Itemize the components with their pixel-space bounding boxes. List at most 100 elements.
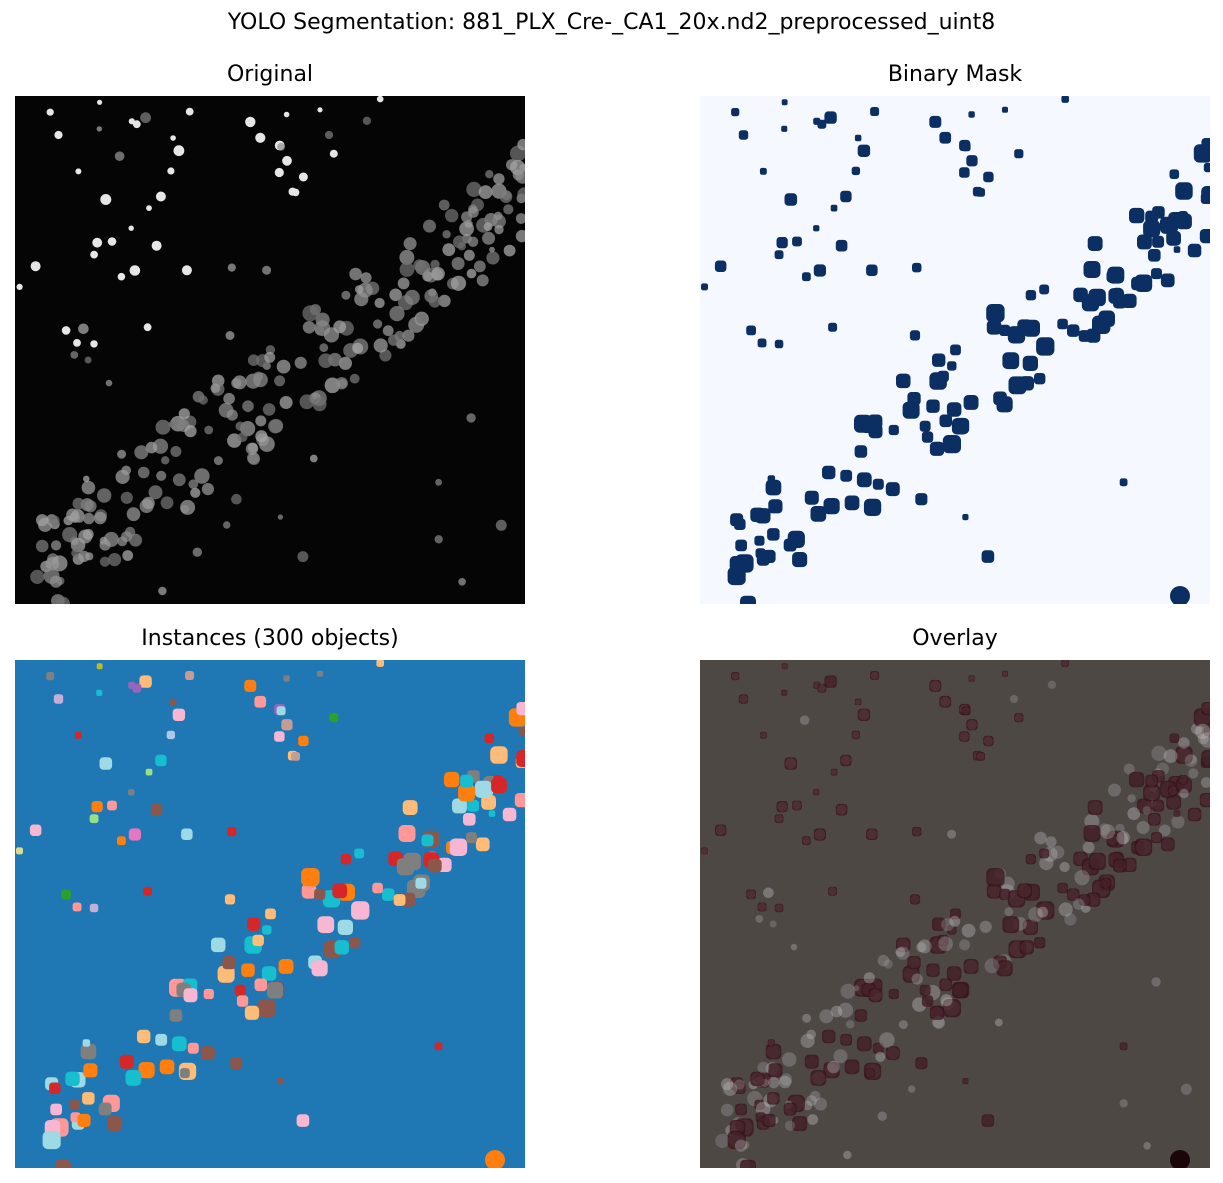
instance-object: [502, 807, 517, 822]
mask-object: [1087, 236, 1103, 251]
overlay-object: [783, 1102, 797, 1116]
instance-object: [222, 956, 236, 970]
instance-object: [217, 965, 235, 983]
nucleus: [1058, 902, 1073, 917]
nucleus: [140, 112, 151, 124]
overlay-object: [757, 902, 767, 912]
mask-object: [813, 264, 826, 277]
mask-object: [937, 370, 949, 383]
nucleus: [294, 356, 307, 369]
nucleus: [784, 1120, 795, 1131]
nucleus: [1200, 732, 1210, 748]
instance-object: [354, 848, 365, 859]
instance-object: [415, 877, 427, 889]
nucleus: [255, 415, 267, 427]
overlay-object: [947, 925, 957, 935]
nucleus: [961, 923, 976, 938]
instance-object: [96, 663, 103, 670]
nucleus: [438, 294, 451, 308]
mask-object: [784, 193, 798, 206]
instance-object: [117, 836, 126, 846]
instance-object: [139, 675, 152, 688]
nucleus: [994, 1018, 1003, 1027]
instance-object: [82, 1092, 95, 1105]
nucleus: [1151, 745, 1167, 761]
mask-object: [734, 518, 746, 530]
mask-object: [750, 507, 765, 522]
mask-object: [1201, 138, 1210, 152]
nucleus: [231, 378, 242, 389]
nucleus: [161, 456, 170, 465]
instance-object: [398, 825, 416, 842]
overlay-object: [1134, 838, 1153, 856]
instance-object: [254, 695, 267, 708]
nucleus: [299, 394, 315, 410]
nucleus: [277, 142, 285, 151]
nucleus: [837, 1002, 854, 1018]
mask-object: [1067, 324, 1080, 337]
overlay-object: [813, 789, 820, 796]
mask-object: [1083, 261, 1101, 278]
instance-object: [340, 854, 352, 865]
nucleus: [1184, 754, 1198, 767]
mask-object: [963, 395, 979, 410]
nucleus: [908, 1085, 916, 1093]
nucleus: [108, 553, 122, 567]
mask-object: [1160, 273, 1175, 288]
nucleus: [226, 409, 238, 421]
overlay-object: [1078, 894, 1091, 906]
nucleus: [806, 1029, 816, 1040]
mask-object: [1167, 221, 1179, 232]
instance-object: [211, 937, 226, 953]
mask-object: [981, 550, 995, 563]
mask-object: [1143, 220, 1161, 238]
instance-object: [241, 963, 255, 977]
nucleus: [155, 419, 171, 435]
mask-object: [759, 167, 767, 175]
overlay-object: [792, 1116, 808, 1132]
nucleus: [117, 449, 127, 459]
mask-object: [929, 441, 945, 456]
overlay-object: [1145, 774, 1159, 788]
mask-object: [844, 495, 860, 511]
nucleus: [949, 915, 961, 927]
overlay-object: [942, 999, 961, 1018]
nucleus: [734, 1139, 748, 1152]
instance-object: [463, 813, 476, 826]
instance-object: [150, 803, 163, 816]
overlay-object: [929, 679, 942, 692]
nucleus: [763, 887, 774, 899]
nucleus: [1127, 794, 1136, 803]
nucleus: [352, 342, 364, 354]
instance-object: [444, 771, 460, 788]
nucleus: [374, 297, 385, 309]
overlay-object: [961, 706, 971, 716]
nucleus: [137, 466, 150, 479]
overlay-object: [1166, 794, 1181, 810]
nucleus: [72, 497, 85, 510]
nucleus: [916, 942, 927, 953]
overlay-object: [767, 1092, 780, 1105]
nucleus: [431, 267, 445, 281]
mask-object: [781, 99, 788, 106]
mask-object: [823, 498, 840, 515]
mask-object: [1078, 330, 1091, 342]
overlay-object: [951, 982, 969, 999]
mask-object: [1017, 319, 1033, 335]
overlay-object: [909, 894, 921, 905]
overlay-object: [1036, 901, 1055, 920]
nucleus: [341, 290, 351, 300]
nucleus: [213, 456, 223, 466]
nucleus: [1045, 836, 1057, 848]
mask-object: [1187, 243, 1202, 258]
nucleus: [99, 556, 110, 567]
nucleus: [78, 550, 90, 563]
instance-object: [314, 888, 326, 900]
nucleus: [210, 383, 221, 393]
mask-object: [986, 304, 1005, 323]
overlay-object: [864, 1068, 875, 1078]
mask-object: [907, 392, 921, 406]
instance-object: [252, 934, 264, 947]
instance-object: [132, 683, 142, 693]
nucleus: [262, 403, 276, 416]
